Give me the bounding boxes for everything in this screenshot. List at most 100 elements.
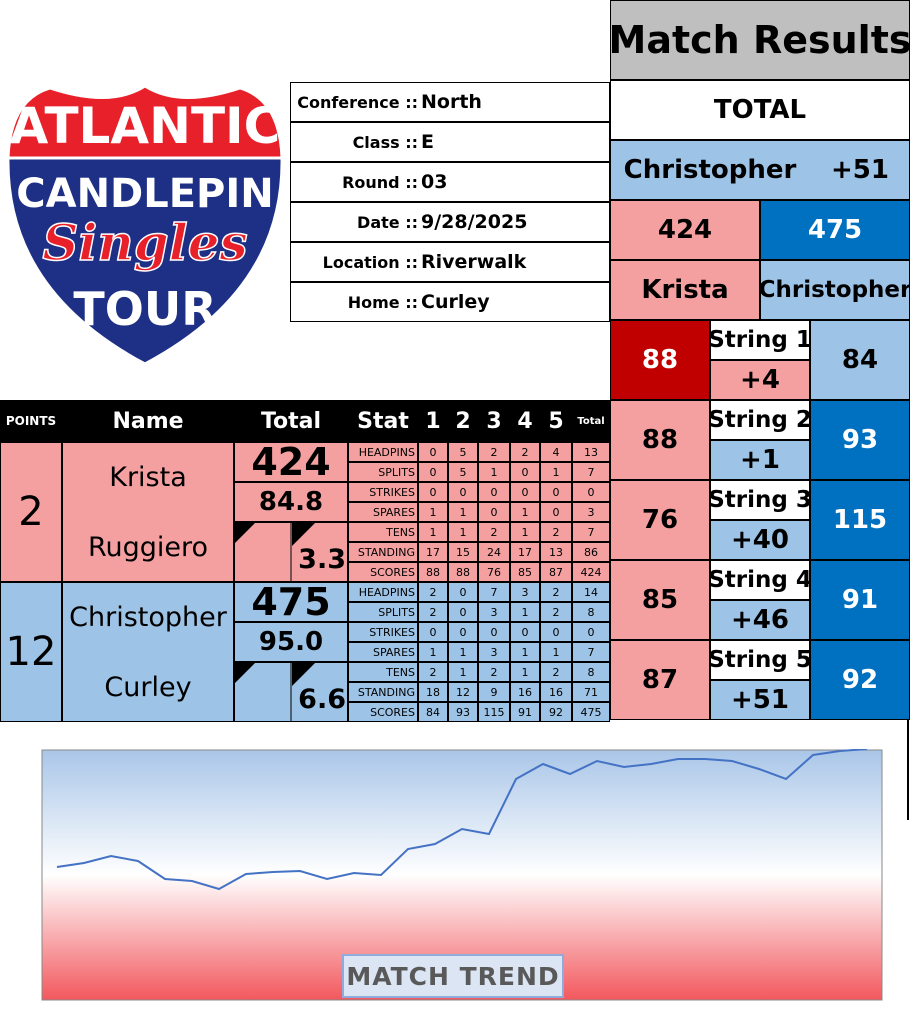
stat-value: 17 bbox=[418, 542, 448, 562]
stat-value: 7 bbox=[572, 462, 610, 482]
logo-line3: Singles bbox=[42, 213, 247, 272]
stat-value: 424 bbox=[572, 562, 610, 582]
stat-value: 0 bbox=[478, 622, 510, 642]
stat-value: 3 bbox=[478, 602, 510, 622]
stat-value: 71 bbox=[572, 682, 610, 702]
name-a: Krista bbox=[610, 260, 760, 320]
stat-value: 2 bbox=[418, 662, 448, 682]
trend-line bbox=[56, 749, 868, 891]
info-label: Conference :: bbox=[297, 92, 418, 112]
header-col: 3 bbox=[486, 408, 502, 434]
header-points: POINTS bbox=[5, 414, 57, 428]
stat-value: 0 bbox=[572, 622, 610, 642]
stat-value: 1 bbox=[510, 602, 540, 622]
string-b: 91 bbox=[810, 560, 910, 640]
diff-triangles bbox=[234, 662, 316, 722]
stat-value: 0 bbox=[448, 482, 478, 502]
string-a: 88 bbox=[610, 320, 710, 400]
stat-name: SPARES bbox=[348, 502, 418, 522]
last-name: Ruggiero bbox=[87, 531, 209, 563]
string-label: String 3 bbox=[710, 480, 810, 520]
string-diff: +40 bbox=[710, 520, 810, 560]
logo-shield bbox=[6, 156, 284, 366]
stat-value: 2 bbox=[540, 582, 572, 602]
stat-value: 5 bbox=[448, 442, 478, 462]
stat-value: 0 bbox=[540, 502, 572, 522]
stat-value: 0 bbox=[448, 622, 478, 642]
info-value: 03 bbox=[421, 171, 448, 193]
stat-value: 13 bbox=[540, 542, 572, 562]
stat-value: 0 bbox=[478, 502, 510, 522]
stat-value: 2 bbox=[540, 522, 572, 542]
stat-value: 3 bbox=[478, 642, 510, 662]
header-total: Total bbox=[260, 408, 322, 434]
stat-value: 1 bbox=[478, 462, 510, 482]
logo-line4: TOUR bbox=[73, 282, 216, 336]
logo-line1: ATLANTIC bbox=[10, 97, 281, 155]
string-b: 115 bbox=[810, 480, 910, 560]
leader-name: Christopher bbox=[623, 155, 797, 185]
stat-value: 1 bbox=[540, 462, 572, 482]
stat-value: 0 bbox=[510, 622, 540, 642]
header-name: Name bbox=[112, 408, 184, 434]
stat-value: 2 bbox=[418, 602, 448, 622]
trend-title: MATCH TREND bbox=[342, 954, 564, 998]
header-col: 5 bbox=[548, 408, 564, 434]
stat-name: STANDING bbox=[348, 682, 418, 702]
stat-value: 1 bbox=[448, 502, 478, 522]
total-label: TOTAL bbox=[610, 80, 910, 140]
stat-value: 1 bbox=[510, 522, 540, 542]
diff-marks bbox=[234, 522, 348, 582]
string-b: 84 bbox=[810, 320, 910, 400]
string-a: 85 bbox=[610, 560, 710, 640]
points: 12 bbox=[0, 582, 62, 722]
stat-value: 12 bbox=[448, 682, 478, 702]
diff-marks bbox=[234, 662, 348, 722]
stat-value: 3 bbox=[572, 502, 610, 522]
stat-value: 92 bbox=[540, 702, 572, 722]
stat-value: 2 bbox=[540, 602, 572, 622]
score-a: 424 bbox=[610, 200, 760, 260]
info-label: Home :: bbox=[347, 292, 418, 312]
player-diff: 6.6 bbox=[298, 684, 346, 715]
string-label: String 2 bbox=[710, 400, 810, 440]
stat-value: 1 bbox=[510, 662, 540, 682]
stat-value: 14 bbox=[572, 582, 610, 602]
header-col: Total bbox=[577, 415, 605, 427]
info-row bbox=[290, 282, 610, 322]
stat-value: 1 bbox=[510, 502, 540, 522]
stat-value: 475 bbox=[572, 702, 610, 722]
last-name: Curley bbox=[104, 671, 192, 703]
stat-value: 88 bbox=[448, 562, 478, 582]
stat-value: 18 bbox=[418, 682, 448, 702]
stat-value: 7 bbox=[572, 642, 610, 662]
stat-value: 3 bbox=[510, 582, 540, 602]
header-col: 2 bbox=[455, 408, 471, 434]
stat-value: 1 bbox=[448, 522, 478, 542]
name-box bbox=[62, 582, 234, 722]
string-label: String 5 bbox=[710, 640, 810, 680]
string-label: String 4 bbox=[710, 560, 810, 600]
info-row bbox=[290, 82, 610, 122]
first-name: Krista bbox=[109, 461, 187, 493]
stat-name: SPLITS bbox=[348, 462, 418, 482]
info-row bbox=[290, 202, 610, 242]
info-value: Curley bbox=[421, 291, 490, 313]
stat-name: SPLITS bbox=[348, 602, 418, 622]
string-diff: +51 bbox=[710, 680, 810, 720]
stat-name: SPARES bbox=[348, 642, 418, 662]
stat-value: 0 bbox=[540, 622, 572, 642]
results-title: Match Results bbox=[610, 0, 910, 80]
stat-value: 7 bbox=[572, 522, 610, 542]
stat-value: 1 bbox=[448, 662, 478, 682]
info-row bbox=[290, 242, 610, 282]
edge-line bbox=[907, 720, 909, 820]
stat-value: 2 bbox=[478, 662, 510, 682]
info-row bbox=[290, 122, 610, 162]
stat-name: STANDING bbox=[348, 542, 418, 562]
stat-value: 2 bbox=[510, 442, 540, 462]
stat-name: STRIKES bbox=[348, 482, 418, 502]
info-value: Riverwalk bbox=[421, 251, 527, 273]
stat-value: 91 bbox=[510, 702, 540, 722]
string-diff: +4 bbox=[710, 360, 810, 400]
